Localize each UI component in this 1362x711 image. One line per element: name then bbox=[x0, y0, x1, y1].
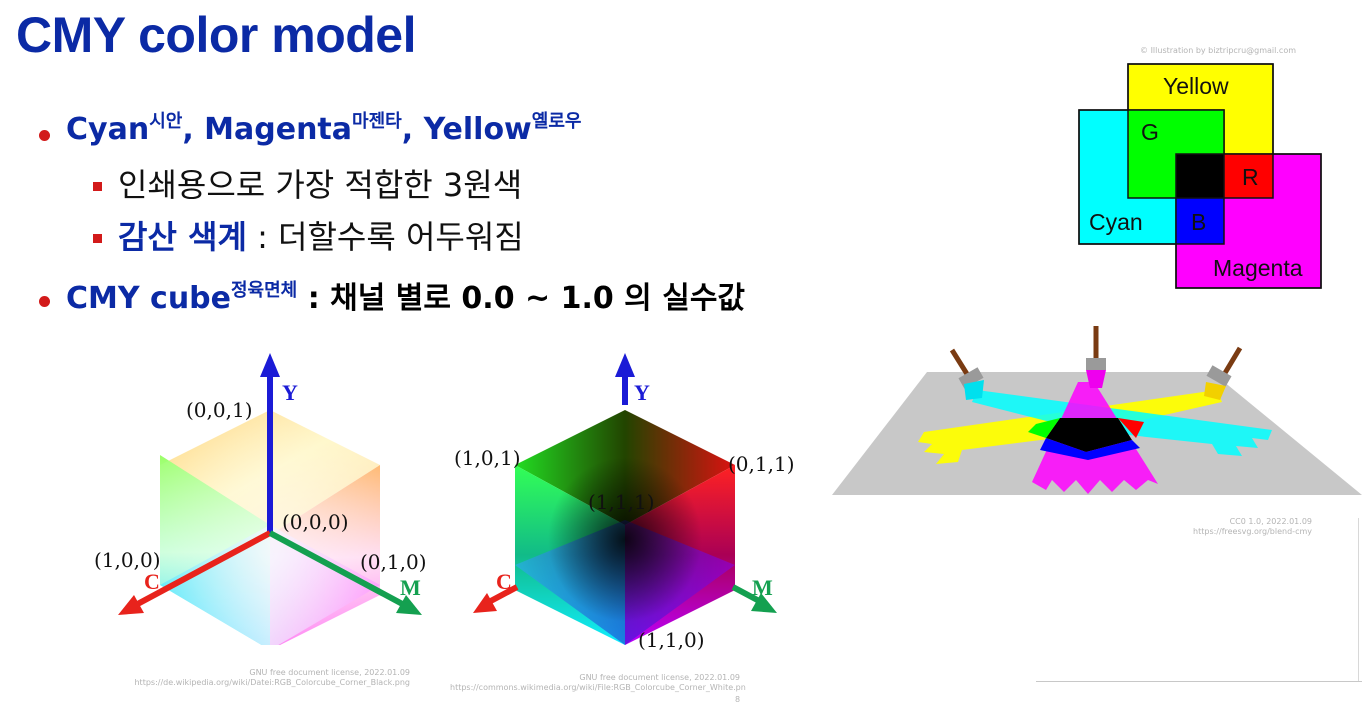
venn-yellow-label: Yellow bbox=[1163, 73, 1229, 99]
point-110-label: (1,1,0) bbox=[638, 628, 705, 652]
point-010-label: (0,1,0) bbox=[360, 550, 427, 574]
y-axis-label: Y bbox=[282, 380, 298, 405]
c-axis-label: C bbox=[144, 569, 160, 594]
sub-bullet-subtractive: 감산 색계 : 더할수록 어두워짐 bbox=[118, 212, 524, 258]
divider bbox=[1036, 681, 1362, 682]
blue-overlap bbox=[1040, 438, 1140, 460]
c-axis-arrow bbox=[473, 593, 497, 613]
brush-credit-1: CC0 1.0, 2022.01.09 bbox=[1229, 517, 1312, 526]
venn-r-label: R bbox=[1242, 164, 1259, 190]
magenta-korean: 마젠타 bbox=[352, 111, 402, 132]
bullet-dot bbox=[39, 130, 50, 141]
m-axis-label: M bbox=[752, 575, 773, 600]
y-axis-label: Y bbox=[634, 380, 650, 405]
m-axis-line bbox=[268, 530, 410, 610]
cmy-cube-black-corner bbox=[118, 353, 422, 645]
cmy-cube-desc: : 채널 별로 0.0 ~ 1.0 의 실수값 bbox=[297, 281, 746, 316]
cube-black-credit-1: GNU free document license, 2022.01.09 bbox=[249, 668, 410, 677]
point-000-label: (0,0,0) bbox=[282, 510, 349, 534]
cyan-brush bbox=[949, 348, 984, 400]
red-region bbox=[1224, 154, 1273, 198]
c-axis-label: C bbox=[496, 569, 512, 594]
bullet-cmy-cube: CMY cube정육면체 : 채널 별로 0.0 ~ 1.0 의 실수값 bbox=[66, 273, 745, 317]
venn-credit: © Illustration by biztripcru@gmail.com bbox=[1140, 46, 1296, 55]
m-axis-arrow bbox=[751, 593, 777, 613]
cmy-cube-korean: 정육면체 bbox=[231, 280, 298, 301]
bullet-dot bbox=[39, 296, 50, 307]
page-number: 8 bbox=[735, 695, 741, 704]
m-axis-arrow bbox=[396, 595, 422, 615]
point-101-label: (1,0,1) bbox=[454, 446, 521, 470]
green-overlap bbox=[1028, 418, 1060, 438]
cmy-cube-white-corner bbox=[473, 353, 777, 645]
cmy-venn-diagram bbox=[1078, 63, 1322, 289]
comma: , bbox=[182, 112, 205, 147]
yellow-brush bbox=[1204, 346, 1243, 400]
black-region bbox=[1176, 154, 1224, 198]
m-axis-label: M bbox=[400, 575, 421, 600]
page-title: CMY color model bbox=[16, 7, 416, 63]
point-001-label: (0,0,1) bbox=[186, 398, 253, 422]
subtractive-term: 감산 색계 bbox=[118, 218, 247, 256]
bullet-square bbox=[93, 182, 102, 191]
cyan-label: Cyan bbox=[66, 112, 150, 147]
venn-g-label: G bbox=[1141, 119, 1159, 145]
subtractive-desc: : 더할수록 어두워짐 bbox=[246, 218, 524, 256]
bullet-square bbox=[93, 234, 102, 243]
cube-white-credit-1: GNU free document license, 2022.01.09 bbox=[579, 673, 740, 682]
paint-brushes-illustration bbox=[832, 326, 1362, 495]
y-axis-arrow bbox=[615, 353, 635, 377]
venn-b-label: B bbox=[1191, 209, 1207, 235]
point-111-label: (1,1,1) bbox=[588, 490, 655, 514]
c-axis-line bbox=[130, 530, 272, 610]
divider bbox=[1358, 518, 1359, 681]
cube-black-credit-2: https://de.wikipedia.org/wiki/Datei:RGB_… bbox=[134, 678, 410, 687]
c-axis-arrow bbox=[118, 595, 144, 615]
blue-region bbox=[1176, 198, 1224, 244]
red-overlap bbox=[1118, 418, 1144, 438]
cube-white-credit-2: https://commons.wikimedia.org/wiki/File:… bbox=[450, 683, 746, 692]
cyan-paint-stroke bbox=[972, 390, 1272, 456]
bullet-cmy-primaries: Cyan시안, Magenta마젠타, Yellow옐로우 bbox=[66, 107, 581, 147]
c-axis-line bbox=[485, 584, 519, 606]
magenta-label: Magenta bbox=[204, 112, 353, 147]
y-axis-arrow bbox=[260, 353, 280, 377]
cyan-korean: 시안 bbox=[149, 111, 183, 132]
venn-cyan-label: Cyan bbox=[1089, 209, 1143, 235]
sub-bullet-printing: 인쇄용으로 가장 적합한 3원색 bbox=[118, 166, 523, 204]
cmy-cube-term: CMY cube bbox=[66, 281, 231, 316]
point-011-label: (0,1,1) bbox=[728, 452, 795, 476]
magenta-brush bbox=[1086, 326, 1106, 388]
point-100-label: (1,0,0) bbox=[94, 548, 161, 572]
yellow-label: Yellow bbox=[423, 112, 532, 147]
black-overlap bbox=[1046, 418, 1132, 452]
comma: , bbox=[401, 112, 424, 147]
venn-magenta-label: Magenta bbox=[1213, 255, 1303, 281]
brush-credit-2: https://freesvg.org/blend-cmy bbox=[1193, 527, 1312, 536]
yellow-korean: 옐로우 bbox=[531, 111, 582, 132]
